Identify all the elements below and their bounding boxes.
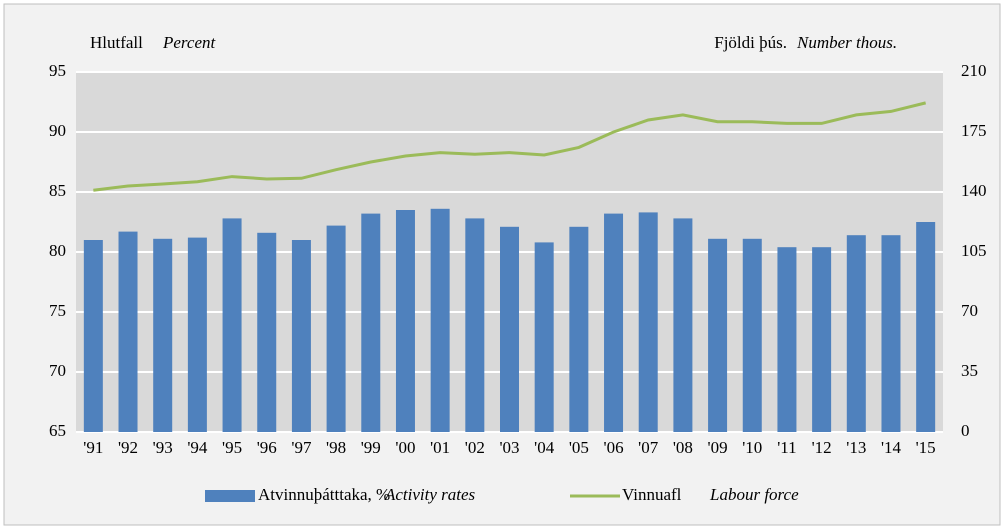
bar: [638, 212, 658, 432]
y2-tick-label: 140: [961, 181, 987, 200]
x-tick-label: '92: [118, 438, 138, 457]
x-tick-label: '10: [742, 438, 762, 457]
bar: [395, 210, 415, 432]
bar: [153, 238, 173, 432]
bar: [534, 242, 554, 432]
legend-label: Atvinnuþátttaka, %: [258, 485, 390, 504]
y2-tick-label: 70: [961, 301, 978, 320]
bar: [569, 226, 589, 432]
y2-tick-label: 0: [961, 421, 970, 440]
y-tick-label: 65: [49, 421, 66, 440]
y2-axis-label-italic: Number thous.: [796, 33, 897, 52]
x-tick-label: '04: [534, 438, 555, 457]
x-tick-label: '95: [222, 438, 242, 457]
bar: [673, 218, 693, 432]
x-tick-label: '01: [430, 438, 450, 457]
x-tick-label: '00: [395, 438, 415, 457]
x-tick-label: '94: [187, 438, 208, 457]
x-tick-label: '15: [916, 438, 936, 457]
legend-label-italic: Activity rates: [384, 485, 476, 504]
x-tick-label: '96: [257, 438, 277, 457]
y-axis-label-italic: Percent: [162, 33, 217, 52]
x-tick-label: '91: [83, 438, 103, 457]
x-tick-label: '05: [569, 438, 589, 457]
bar: [291, 240, 311, 432]
line: [93, 101, 927, 192]
y-tick-label: 85: [49, 181, 66, 200]
y2-tick-label: 35: [961, 361, 978, 380]
bar: [187, 237, 207, 432]
bar: [430, 208, 450, 432]
y2-tick-label: 175: [961, 121, 987, 140]
bar: [361, 213, 381, 432]
x-tick-label: '02: [465, 438, 485, 457]
y-tick-label: 90: [49, 121, 66, 140]
bar: [812, 247, 832, 432]
bar: [83, 240, 103, 432]
bar: [916, 222, 936, 432]
x-tick-label: '07: [638, 438, 659, 457]
bar: [604, 213, 624, 432]
x-tick-label: '12: [812, 438, 832, 457]
x-tick-label: '98: [326, 438, 346, 457]
bar: [777, 247, 797, 432]
legend-label: Vinnuafl: [622, 485, 682, 504]
y2-tick-label: 105: [961, 241, 987, 260]
bar: [118, 231, 138, 432]
legend-swatch: [205, 490, 255, 502]
y-tick-label: 95: [49, 61, 66, 80]
y-tick-label: 75: [49, 301, 66, 320]
x-tick-label: '93: [153, 438, 173, 457]
x-tick-label: '09: [708, 438, 728, 457]
bar: [257, 232, 277, 432]
x-tick-label: '06: [604, 438, 624, 457]
bar: [846, 235, 866, 432]
y-tick-label: 80: [49, 241, 66, 260]
y2-axis-label: Fjöldi þús.: [714, 33, 787, 52]
bar: [881, 235, 901, 432]
x-tick-label: '08: [673, 438, 693, 457]
bar: [222, 218, 242, 432]
x-tick-label: '11: [777, 438, 796, 457]
y-axis-label: Hlutfall: [90, 33, 143, 52]
y-tick-label: 70: [49, 361, 66, 380]
y2-tick-label: 210: [961, 61, 987, 80]
x-tick-label: '97: [291, 438, 312, 457]
bar: [708, 238, 728, 432]
x-tick-label: '03: [499, 438, 519, 457]
legend-label-italic: Labour force: [709, 485, 799, 504]
x-tick-label: '13: [846, 438, 866, 457]
bar: [500, 226, 519, 432]
x-tick-label: '14: [881, 438, 902, 457]
bar: [465, 218, 485, 432]
bar: [326, 225, 346, 432]
x-tick-label: '99: [361, 438, 381, 457]
bar: [742, 238, 762, 432]
